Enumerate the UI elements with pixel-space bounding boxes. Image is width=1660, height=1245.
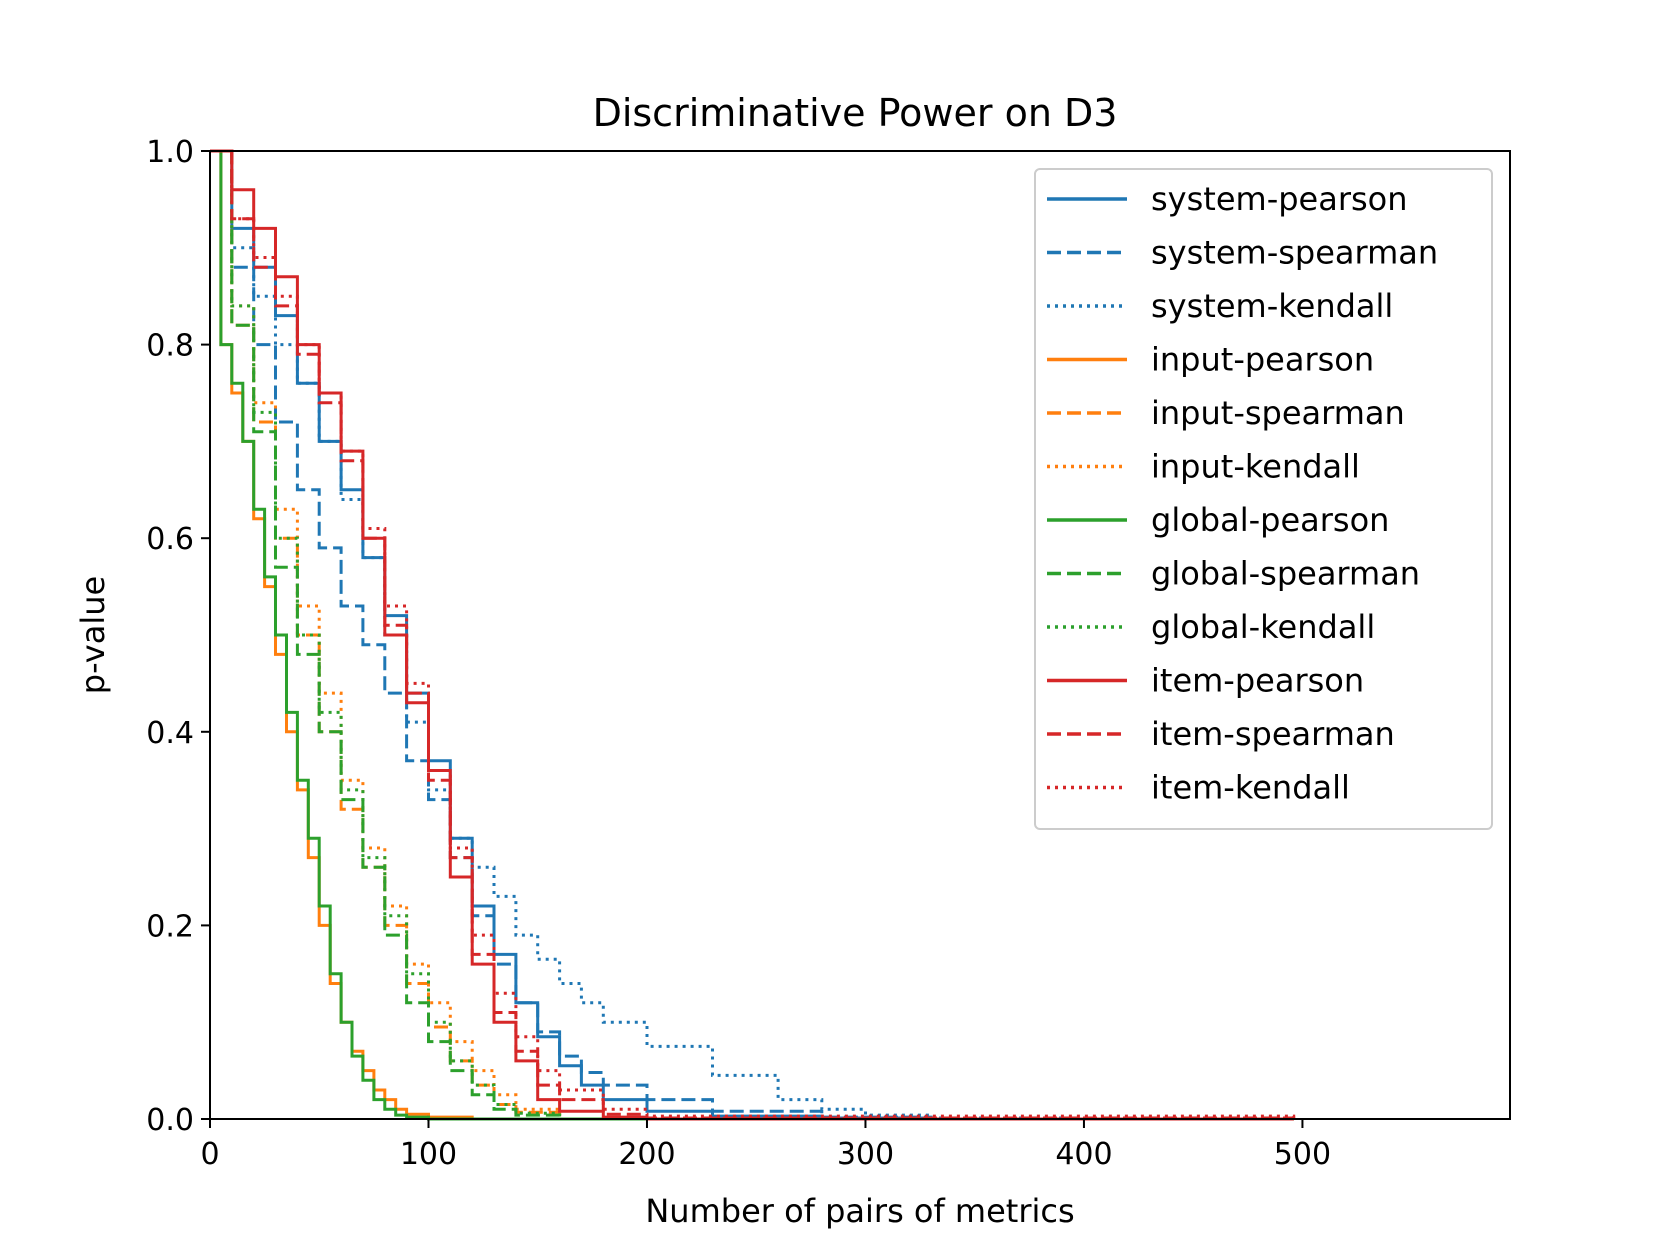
x-tick-label: 200	[618, 1137, 675, 1172]
x-tick-label: 100	[400, 1137, 457, 1172]
legend-label-item-kendall: item-kendall	[1151, 769, 1350, 807]
series-line-global-pearson	[210, 149, 1294, 1121]
x-tick-label: 300	[837, 1137, 894, 1172]
y-tick-label: 0.6	[146, 522, 194, 557]
series-line-global-kendall	[210, 149, 1294, 1121]
x-axis-label: Number of pairs of metrics	[645, 1192, 1074, 1230]
legend: system-pearson system-spearman system-kend…	[1034, 168, 1493, 830]
legend-label-global-spearman: global-spearman	[1151, 555, 1420, 593]
y-tick-label: 0.0	[146, 1103, 194, 1138]
legend-label-system-pearson: system-pearson	[1151, 180, 1408, 218]
x-tick-label: 400	[1055, 1137, 1112, 1172]
series-line-system-kendall	[210, 149, 1294, 1121]
y-tick-label: 0.2	[146, 909, 194, 944]
legend-label-item-pearson: item-pearson	[1151, 662, 1364, 700]
legend-label-system-kendall: system-kendall	[1151, 287, 1393, 325]
y-tick-label: 0.8	[146, 329, 194, 364]
x-tick-label: 0	[200, 1137, 219, 1172]
legend-label-system-spearman: system-spearman	[1151, 234, 1438, 272]
y-tick-label: 0.4	[146, 716, 194, 751]
y-axis: 0.0 0.2 0.4 0.6 0.8 1.0	[146, 135, 210, 1138]
y-tick-label: 1.0	[146, 135, 194, 170]
x-axis: 0 100 200 300 400 500	[200, 1119, 1331, 1172]
legend-label-input-pearson: input-pearson	[1151, 341, 1374, 379]
chart-title: Discriminative Power on D3	[593, 91, 1118, 135]
legend-label-input-spearman: input-spearman	[1151, 394, 1405, 432]
series-line-item-pearson	[210, 149, 1294, 1121]
legend-label-global-kendall: global-kendall	[1151, 608, 1375, 646]
legend-label-global-pearson: global-pearson	[1151, 501, 1389, 539]
x-tick-label: 500	[1274, 1137, 1331, 1172]
series-line-item-kendall	[210, 149, 1296, 1119]
legend-box	[1034, 168, 1493, 830]
plot-frame	[209, 150, 1511, 1120]
y-axis-label: p-value	[74, 576, 112, 694]
legend-label-input-kendall: input-kendall	[1151, 448, 1360, 486]
legend-label-item-spearman: item-spearman	[1151, 715, 1395, 753]
